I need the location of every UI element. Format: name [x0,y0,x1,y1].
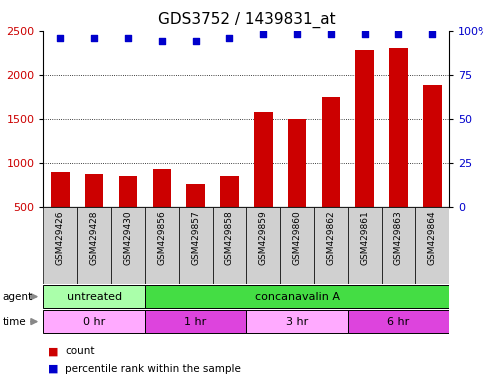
Text: 3 hr: 3 hr [286,316,308,327]
Bar [77,207,111,284]
Bar [322,97,340,252]
Point [395,31,402,37]
Text: 1 hr: 1 hr [185,316,207,327]
Text: GSM429859: GSM429859 [259,210,268,265]
Point [124,35,132,41]
Title: GDS3752 / 1439831_at: GDS3752 / 1439831_at [157,12,335,28]
Bar [254,112,272,252]
Bar [213,207,246,284]
Text: GSM429857: GSM429857 [191,210,200,265]
Bar [280,207,314,284]
Bar [382,207,415,284]
Bar [43,207,77,284]
Text: concanavalin A: concanavalin A [255,291,340,302]
Bar [348,310,449,333]
Bar [51,172,70,252]
Bar [186,184,205,252]
Bar [220,175,239,252]
Bar [145,207,179,284]
Text: 0 hr: 0 hr [83,316,105,327]
Text: untreated: untreated [67,291,122,302]
Text: percentile rank within the sample: percentile rank within the sample [65,364,241,374]
Point [327,31,335,37]
Text: ■: ■ [48,364,59,374]
Point [226,35,233,41]
Bar [348,207,382,284]
Text: GSM429426: GSM429426 [56,210,65,265]
Point [57,35,64,41]
Text: GSM429428: GSM429428 [90,210,99,265]
Text: time: time [2,316,26,327]
Bar [288,119,306,252]
Bar [43,285,145,308]
Bar [179,207,213,284]
Point [361,31,369,37]
Bar [246,207,280,284]
Point [192,38,199,45]
Text: GSM429430: GSM429430 [124,210,132,265]
Bar [355,50,374,252]
Point [158,38,166,45]
Text: 6 hr: 6 hr [387,316,410,327]
Bar [415,207,449,284]
Bar [153,169,171,252]
Text: GSM429860: GSM429860 [293,210,301,265]
Point [259,31,267,37]
Bar [43,310,145,333]
Text: ■: ■ [48,346,59,356]
Point [90,35,98,41]
Text: GSM429864: GSM429864 [428,210,437,265]
Bar [145,310,246,333]
Bar [423,86,441,252]
Bar [314,207,348,284]
Text: count: count [65,346,95,356]
Bar [389,48,408,252]
Bar [111,207,145,284]
Text: GSM429863: GSM429863 [394,210,403,265]
Text: GSM429858: GSM429858 [225,210,234,265]
Text: GSM429862: GSM429862 [327,210,335,265]
Bar [246,310,348,333]
Text: GSM429861: GSM429861 [360,210,369,265]
Text: GSM429856: GSM429856 [157,210,166,265]
Text: agent: agent [2,291,32,302]
Point [293,31,301,37]
Bar [145,285,449,308]
Bar [85,174,103,252]
Bar [119,175,137,252]
Point [428,31,436,37]
